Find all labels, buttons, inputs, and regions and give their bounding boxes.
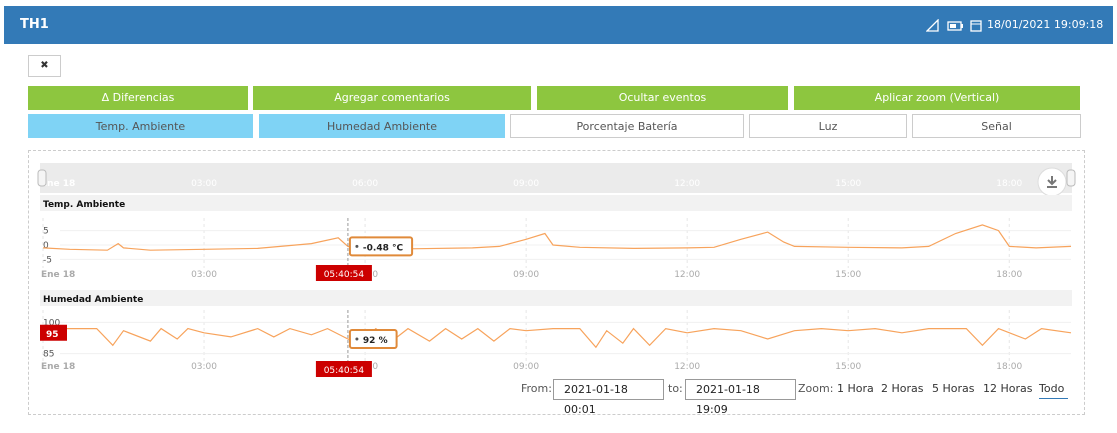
y-tick-label: 0 (43, 241, 49, 251)
x-tick-label: 03:00 (191, 179, 217, 189)
zoom-option[interactable]: Todo (1039, 382, 1069, 399)
x-tick-label: 18:00 (996, 179, 1022, 189)
tooltip-dot (355, 244, 359, 248)
series-line (42, 224, 1072, 251)
close-button[interactable]: ✖ (28, 55, 61, 77)
tooltip-box (348, 236, 414, 257)
series-tab[interactable]: Señal (912, 114, 1081, 138)
x-tick-label: 03:00 (191, 362, 217, 372)
x-tick-label: 12:00 (674, 362, 700, 372)
series-tab[interactable]: Humedad Ambiente (259, 114, 505, 138)
tooltip-dot (355, 337, 359, 341)
series-line (43, 327, 1072, 349)
tooltip-text: -0.48 °C (363, 243, 404, 253)
zoom-option[interactable]: 5 Horas (932, 382, 975, 395)
header-title: TH1 (20, 17, 49, 32)
y-tick-label: 85 (43, 350, 54, 360)
x-tick-label: 03:00 (191, 270, 217, 280)
x-tick-label: 09:00 (513, 362, 539, 372)
series-tab[interactable]: Porcentaje Batería (510, 114, 744, 138)
x-tick-label: 15:00 (835, 362, 861, 372)
series-tab[interactable]: Temp. Ambiente (28, 114, 253, 138)
y-tick-label: 100 (43, 318, 60, 328)
x-tick-label: Ene 18 (41, 179, 75, 189)
y-marker-box (40, 324, 67, 341)
chart-container (28, 150, 1085, 415)
chart-title: Temp. Ambiente (43, 200, 125, 210)
x-tick-label: 09:00 (513, 179, 539, 189)
y-marker-label: 95 (46, 330, 59, 340)
status-icons (926, 19, 982, 32)
x-tick-label: 18:00 (996, 362, 1022, 372)
header-datetime: 18/01/2021 19:09:18 (987, 18, 1104, 31)
x-tick-label: 12:00 (674, 179, 700, 189)
x-tick-label: 15:00 (835, 270, 861, 280)
navigator-handle (37, 169, 47, 187)
action-button[interactable]: Aplicar zoom (Vertical) (794, 86, 1080, 110)
crosshair-label: 05:40:54 (324, 366, 365, 376)
chart-title-bar (40, 195, 1072, 211)
crosshair-label-box (315, 361, 372, 377)
header: TH1 18/01/2021 19:09:18 (4, 6, 1113, 44)
chart-title: Humedad Ambiente (43, 295, 143, 305)
navigator-handle (1066, 169, 1076, 187)
x-tick-label: Ene 18 (41, 270, 75, 280)
x-tick-label: 12:00 (674, 270, 700, 280)
zoom-option[interactable]: 1 Hora (837, 382, 874, 395)
tooltip-box (348, 329, 398, 349)
action-button[interactable]: Δ Diferencias (28, 86, 248, 110)
zoom-option[interactable]: 2 Horas (881, 382, 924, 395)
x-tick-label: 06:00 (352, 179, 378, 189)
y-tick-label: -5 (43, 255, 52, 265)
series-tab[interactable]: Luz (749, 114, 907, 138)
from-input[interactable]: 2021-01-18 00:01 (553, 379, 664, 416)
to-label: to: (668, 382, 683, 395)
crosshair-label-box (315, 265, 372, 281)
action-button[interactable]: Ocultar eventos (537, 86, 788, 110)
navigator-band (40, 163, 1072, 193)
to-input[interactable]: 2021-01-18 19:09 (685, 379, 796, 416)
x-tick-label: 18:00 (996, 270, 1022, 280)
action-button[interactable]: Agregar comentarios (253, 86, 531, 110)
x-tick-label: 09:00 (513, 270, 539, 280)
zoom-option[interactable]: 12 Horas (983, 382, 1033, 395)
zoom-label: Zoom: (798, 382, 834, 395)
x-tick-label: 15:00 (835, 179, 861, 189)
chart-title-bar (40, 290, 1072, 306)
tooltip-text: 92 % (363, 336, 388, 346)
x-tick-label: Ene 18 (41, 362, 75, 372)
download-icon (1047, 176, 1057, 188)
y-tick-label: 5 (43, 227, 49, 237)
from-label: From: (521, 382, 552, 395)
crosshair-label: 05:40:54 (324, 270, 365, 280)
